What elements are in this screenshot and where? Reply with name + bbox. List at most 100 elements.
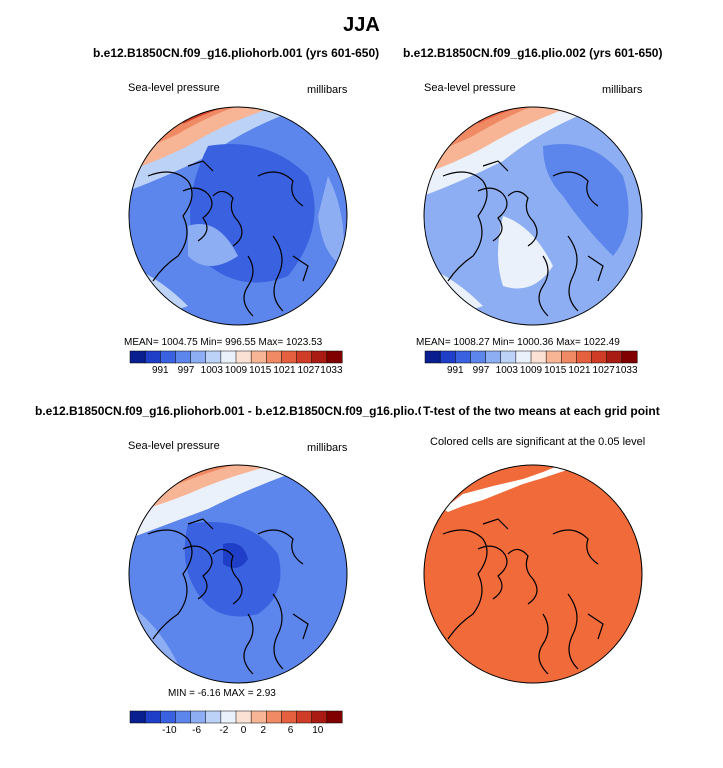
colorbar-swatch [235,350,252,364]
colorbar-swatch [424,350,441,364]
panel-3-variable-label: Sea-level pressure [128,440,220,452]
colorbar-swatch [311,710,328,724]
colorbar-swatch [220,350,237,364]
coastlines [147,518,309,675]
colorbar-swatch [175,350,192,364]
panel-2-variable-label: Sea-level pressure [424,82,516,94]
coastlines [442,518,604,675]
non-significant-cells [443,465,573,512]
colorbar-panel-3-ticks: -10 -6 -2 0 2 6 10 [130,725,342,739]
colorbar-panel-1-ticks: 991 997 1003 1009 1015 1021 1027 1033 [130,365,343,379]
colorbar-tick-label: 1021 [568,365,591,376]
panel-3-stats: MIN = -6.16 MAX = 2.93 [168,688,276,699]
colorbar-tick-label: 1003 [495,365,518,376]
coastlines [442,160,604,317]
colorbar-swatch [144,350,161,364]
panel-3-title: b.e12.B1850CN.f09_g16.pliohorb.001 - b.e… [35,404,438,418]
colorbar-tick-label: -2 [219,725,229,736]
colorbar-swatch [205,350,222,364]
map-difference-slp [128,464,348,684]
panel-1-variable-label: Sea-level pressure [128,82,220,94]
colorbar-swatch [485,350,502,364]
colorbar-swatch [455,350,471,364]
colorbar-swatch [296,710,313,724]
colorbar-swatch [515,350,532,364]
field-band-lower2 [424,296,463,325]
colorbar-tick-label: 997 [177,365,195,376]
colorbar-tick-label: 1009 [519,365,543,376]
colorbar-swatch [281,350,298,364]
panel-4-note: Colored cells are significant at the 0.0… [430,436,646,448]
figure-title: JJA [343,14,380,36]
colorbar-swatch [606,350,623,364]
colorbar-panel-2 [424,350,638,364]
colorbar-tick-label: 1027 [297,365,320,376]
colorbar-tick-label: 1033 [320,365,343,376]
colorbar-panel-3 [129,710,343,724]
colorbar-swatch [296,350,313,364]
colorbar-swatch [439,350,456,364]
colorbar-tick-label: 1003 [200,365,223,376]
colorbar-tick-label: 1015 [249,365,272,376]
colorbar-swatch [266,350,282,364]
panel-1-stats: MEAN= 1004.75 Min= 996.55 Max= 1023.53 [124,337,323,348]
colorbar-swatch [250,710,267,724]
colorbar-swatch [190,710,207,724]
colorbar-swatch [326,710,343,724]
colorbar-swatch [190,350,207,364]
colorbar-swatch [576,350,593,364]
colorbar-swatch [545,350,562,364]
colorbar-swatch [621,350,638,364]
panel-1-title: b.e12.B1850CN.f09_g16.pliohorb.001 (yrs … [93,46,380,60]
panel-2-units-label: millibars [602,84,643,96]
colorbar-tick-label: 6 [287,725,294,736]
panel-3-units-label: millibars [307,442,348,454]
panel-2-stats: MEAN= 1008.27 Min= 1000.36 Max= 1022.49 [416,337,620,348]
colorbar-swatch [144,710,161,724]
colorbar-swatch [250,350,267,364]
map-ttest-significance [423,464,643,684]
field-weak-low [188,224,238,266]
colorbar-swatch [591,350,608,364]
map-pliohorb-slp [128,106,348,326]
colorbar-panel-1 [129,350,343,364]
colorbar-tick-label: 1021 [273,365,296,376]
colorbar-tick-label: 0 [240,725,247,736]
colorbar-tick-label: 997 [472,365,490,376]
colorbar-swatch [470,350,487,364]
colorbar-tick-label: 10 [312,725,324,736]
colorbar-tick-label: 991 [151,365,169,376]
colorbar-panel-2-ticks: 991 997 1003 1009 1015 1021 1027 1033 [425,365,638,379]
panel-4-title: T-test of the two means at each grid poi… [421,404,660,418]
colorbar-tick-label: 1009 [224,365,248,376]
colorbar-tick-label: 1015 [544,365,567,376]
panel-1-units-label: millibars [307,84,348,96]
map-plio-slp [423,106,643,326]
colorbar-swatch [311,350,328,364]
colorbar-tick-label: 1027 [592,365,615,376]
colorbar-swatch [129,350,146,364]
colorbar-swatch [160,710,176,724]
field-weak-high [498,216,553,289]
colorbar-swatch [205,710,222,724]
colorbar-swatch [129,710,146,724]
colorbar-swatch [266,710,282,724]
colorbar-tick-label: -6 [192,725,202,736]
field-east-band [318,176,344,266]
panel-2-title: b.e12.B1850CN.f09_g16.plio.002 (yrs 601-… [403,46,663,60]
coastlines [147,160,309,317]
colorbar-swatch [160,350,176,364]
colorbar-swatch [175,710,192,724]
colorbar-tick-label: 991 [446,365,464,376]
colorbar-tick-label: 2 [260,725,267,736]
colorbar-swatch [281,710,298,724]
colorbar-swatch [530,350,547,364]
colorbar-swatch [326,350,343,364]
field-band-lower2 [129,296,168,325]
field-neg-min [223,543,248,568]
colorbar-tick-label: -10 [162,725,177,736]
colorbar-swatch [500,350,517,364]
colorbar-swatch [220,710,237,724]
colorbar-swatch [561,350,577,364]
colorbar-swatch [235,710,252,724]
